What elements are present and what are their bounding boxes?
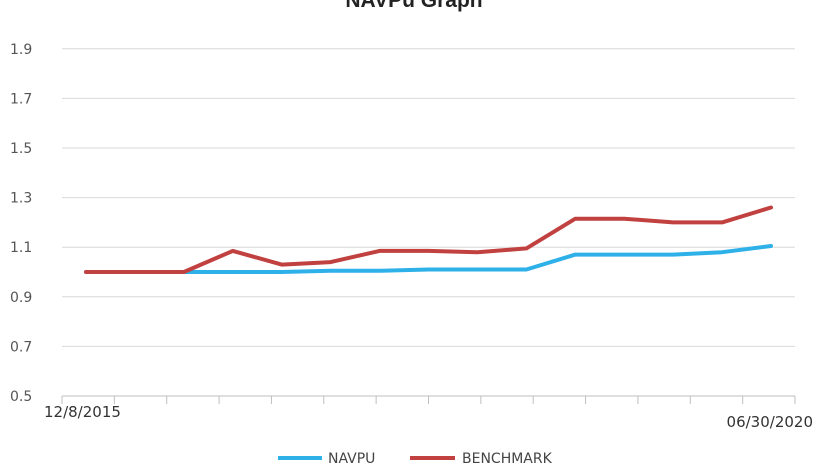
y-axis-ticks: 0.5 0.7 0.9 1.1 1.3 1.5 1.7 1.9 [10,42,32,405]
y-tick-label: 0.5 [10,389,32,405]
y-tick-label: 1.1 [10,240,32,256]
axes [61,395,796,404]
y-tick-label: 1.7 [10,91,32,107]
gridlines [62,48,795,347]
x-tick-label-end: 06/30/2020 [727,413,813,431]
x-axis-ticks: 12/8/2015 06/30/2020 [44,403,813,431]
legend-label-benchmark: BENCHMARK [462,451,553,467]
y-tick-label: 0.9 [10,290,32,306]
series-line-benchmark [84,205,773,274]
x-tick-label-start: 12/8/2015 [44,403,121,421]
legend: NAVPU BENCHMARK [278,451,553,467]
y-tick-label: 0.7 [10,339,32,355]
y-tick-label: 1.9 [10,42,32,58]
legend-label-navpu: NAVPU [328,451,375,467]
y-tick-label: 1.5 [10,141,32,157]
chart-title: NAVPu Graph [345,0,483,12]
series-line-navpu [84,244,773,274]
y-tick-label: 1.3 [10,191,32,207]
series-lines [84,205,773,274]
